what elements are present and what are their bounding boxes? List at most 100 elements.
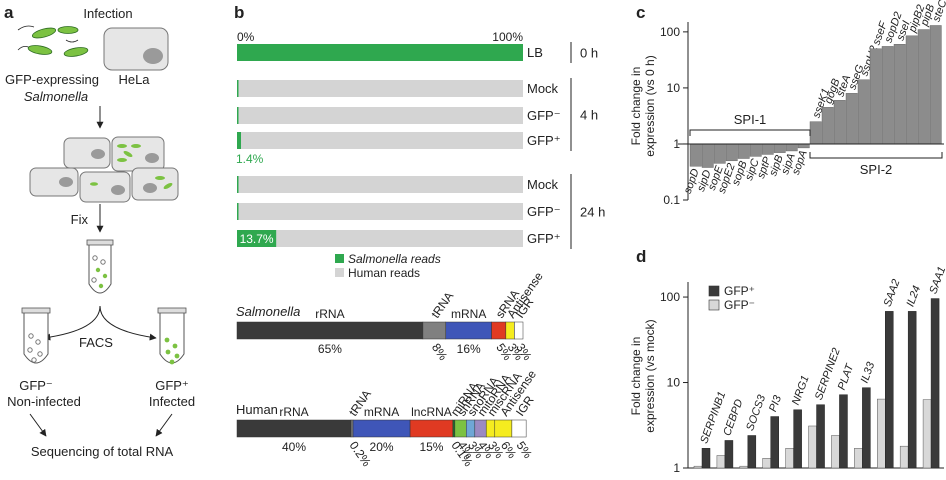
gfp-pos-bar xyxy=(839,394,848,469)
sequencing-label: Sequencing of total RNA xyxy=(31,444,174,459)
panel-d-label: d xyxy=(636,247,646,266)
panel-d-ylabel-line2: expression (vs mock) xyxy=(643,319,657,432)
rna-segment xyxy=(505,321,515,340)
rna-segment xyxy=(466,419,476,438)
human-reads-bar xyxy=(237,80,523,97)
rna-percent-label: 8% xyxy=(429,341,451,364)
salmonella-bacteria-icon xyxy=(17,25,89,57)
salmonella-reads-bar xyxy=(237,107,239,124)
fold-change-bar xyxy=(881,46,894,145)
human-reads-bar xyxy=(237,176,523,193)
fold-change-bar xyxy=(833,100,846,145)
rna-segment xyxy=(485,419,496,438)
gfp-pos-bar xyxy=(770,416,779,469)
rna-percent-label: 65% xyxy=(318,342,342,356)
gfp-neg-bar xyxy=(716,455,726,469)
rna-segment xyxy=(350,419,354,438)
fold-change-bar xyxy=(929,25,942,145)
y-tick-label: 10 xyxy=(667,376,681,390)
y-tick-label: 1 xyxy=(673,461,680,475)
rna-segment xyxy=(494,419,513,438)
infected-tube-icon xyxy=(157,307,187,365)
legend-human-swatch xyxy=(335,268,344,277)
gene-label: PI3 xyxy=(767,393,784,413)
gene-label: IL24 xyxy=(905,284,924,308)
fold-change-bar xyxy=(905,35,918,145)
legend-gfp-pos-label: GFP⁺ xyxy=(724,284,755,298)
arrow-right-icon xyxy=(99,305,157,341)
rna-type-label: mRNA xyxy=(364,405,399,419)
y-tick-label: 10 xyxy=(667,81,681,95)
fold-change-bar xyxy=(725,143,738,162)
read-proportion-bars: LB Mock GFP⁻ GFP⁺ 1.4% Mock GFP⁻ GFP⁺ 13.7% xyxy=(236,44,561,247)
legend-salmonella-swatch xyxy=(335,254,344,263)
gfp-neg-bar xyxy=(785,448,794,469)
gfp-pos-bar xyxy=(701,448,711,469)
gfp-pos-bar xyxy=(747,435,757,469)
gfp-expressing-label: GFP-expressing xyxy=(5,72,99,87)
gfp-pos-bar xyxy=(907,311,917,469)
rna-segment xyxy=(352,419,411,438)
gene-label: SAA2 xyxy=(882,278,903,309)
y-tick-label: 1 xyxy=(673,137,680,151)
row-label: Mock xyxy=(527,177,559,192)
panel-c-label: c xyxy=(636,3,645,22)
gfp-neg-bar xyxy=(762,458,771,469)
legend-gfp-neg-label: GFP⁻ xyxy=(724,298,755,312)
rna-type-label: rRNA xyxy=(315,307,344,321)
arrow-icon xyxy=(29,413,47,437)
fold-change-bar xyxy=(869,48,882,145)
panel-d-ylabel-line1: Fold change in xyxy=(629,337,643,416)
timepoint-label: 4 h xyxy=(580,108,598,123)
infected-label: Infected xyxy=(149,394,195,409)
timepoint-label: 24 h xyxy=(580,205,605,220)
salmonella-reads-bar xyxy=(237,176,239,193)
gfp-pos-bar xyxy=(862,387,871,469)
fold-change-bar xyxy=(701,143,714,168)
spi2-label: SPI-2 xyxy=(860,162,893,177)
panel-c-ylabel-line1: Fold change in xyxy=(629,67,643,146)
gfp-neg-bar xyxy=(899,445,909,469)
fold-change-bar xyxy=(761,143,774,155)
gene-label: steC xyxy=(931,0,946,24)
legend-human-label: Human reads xyxy=(348,266,420,280)
panel-a: a Infection GFP-expressing Salmonella He… xyxy=(4,3,195,459)
fold-change-bar xyxy=(893,44,906,145)
y-tick-label: 100 xyxy=(660,290,680,304)
timepoint-label: 0 h xyxy=(580,46,598,61)
infected-cells-icon xyxy=(29,136,179,203)
panel-d: d Fold change in expression (vs mock) GF… xyxy=(629,247,946,475)
gfp-neg-bar xyxy=(739,465,749,469)
salmonella-reads-bar xyxy=(237,132,242,149)
y-tick-label: 0.1 xyxy=(663,193,680,207)
gene-label: SAA1 xyxy=(927,265,946,296)
gfp-neg-bar xyxy=(854,448,863,469)
fold-change-bar xyxy=(773,143,786,153)
gfp-positive-label: GFP⁺ xyxy=(155,378,189,393)
arrow-left-icon xyxy=(43,305,101,341)
gfp-pos-bar xyxy=(816,404,825,469)
row-label: GFP⁺ xyxy=(527,231,561,246)
salmonella-reads-bar xyxy=(237,203,239,220)
sorting-tube-icon xyxy=(86,239,114,294)
rna-segment xyxy=(514,321,524,340)
salmonella-reads-bar xyxy=(237,80,239,97)
human-reads-bar xyxy=(237,230,523,247)
non-infected-label: Non-infected xyxy=(7,394,81,409)
gene-label: IL33 xyxy=(859,360,878,385)
salmonella-reads-bar xyxy=(237,44,523,61)
axis-end-label: 100% xyxy=(492,30,523,44)
rna-percent-label: 40% xyxy=(282,440,306,454)
human-reads-bar xyxy=(237,203,523,220)
rna-segment xyxy=(454,419,467,438)
spi1-bracket xyxy=(689,129,811,136)
row-label: GFP⁺ xyxy=(527,133,561,148)
rna-type-label: lncRNA xyxy=(411,405,452,419)
panel-c: c Fold change in expression (vs 0 h) 100… xyxy=(629,0,946,207)
gene-label: NRG1 xyxy=(790,374,812,407)
fold-change-bar xyxy=(857,79,870,145)
fold-change-bar xyxy=(689,143,702,167)
rna-segment xyxy=(236,419,352,438)
fold-change-bar xyxy=(797,143,810,149)
